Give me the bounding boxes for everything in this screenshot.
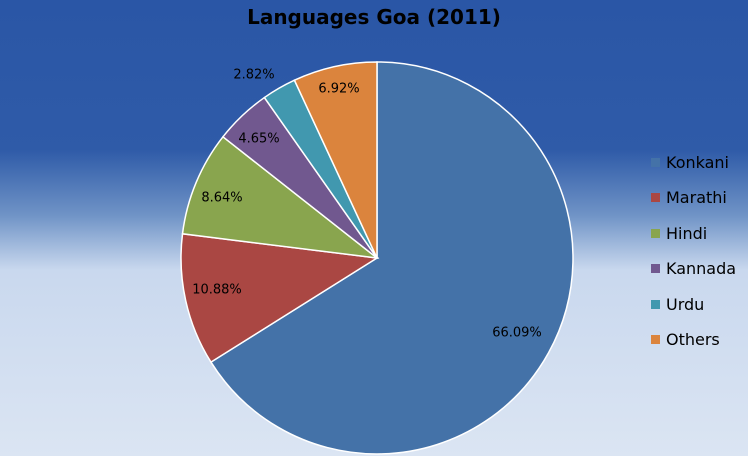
legend-swatch-hindi (651, 228, 660, 238)
slice-label-konkani: 66.09% (492, 326, 542, 341)
legend-swatch-others (651, 335, 660, 344)
legend-swatch-konkani (651, 157, 660, 167)
slice-label-hindi: 8.64% (201, 191, 242, 206)
pie-slice-others (293, 61, 378, 259)
legend-label: Hindi (666, 223, 708, 243)
legend-label: Others (666, 330, 720, 349)
legend-item-urdu: Urdu (651, 294, 748, 314)
legend: Konkani Marathi Hindi Kannada Urdu Others (651, 152, 748, 365)
legend-swatch-kannada (651, 264, 660, 273)
slice-label-kannada: 4.65% (238, 132, 279, 147)
legend-swatch-marathi (651, 193, 660, 202)
legend-item-hindi: Hindi (651, 223, 748, 243)
legend-item-kannada: Kannada (651, 259, 748, 279)
legend-item-marathi: Marathi (651, 188, 748, 208)
slice-label-urdu: 2.82% (233, 68, 274, 83)
pie-slice-hindi (181, 135, 380, 260)
pie-slice-marathi (180, 232, 380, 364)
legend-item-konkani: Konkani (651, 152, 748, 172)
legend-label: Urdu (666, 294, 705, 314)
legend-item-others: Others (651, 330, 748, 350)
slice-label-marathi: 10.88% (192, 283, 242, 298)
chart-title: Languages Goa (2011) (247, 5, 501, 29)
legend-label: Marathi (666, 188, 727, 207)
pie-slice-konkani (209, 61, 574, 455)
legend-swatch-urdu (651, 299, 660, 309)
legend-label: Kannada (666, 259, 737, 278)
slice-label-others: 6.92% (318, 82, 359, 97)
legend-label: Konkani (666, 152, 729, 172)
